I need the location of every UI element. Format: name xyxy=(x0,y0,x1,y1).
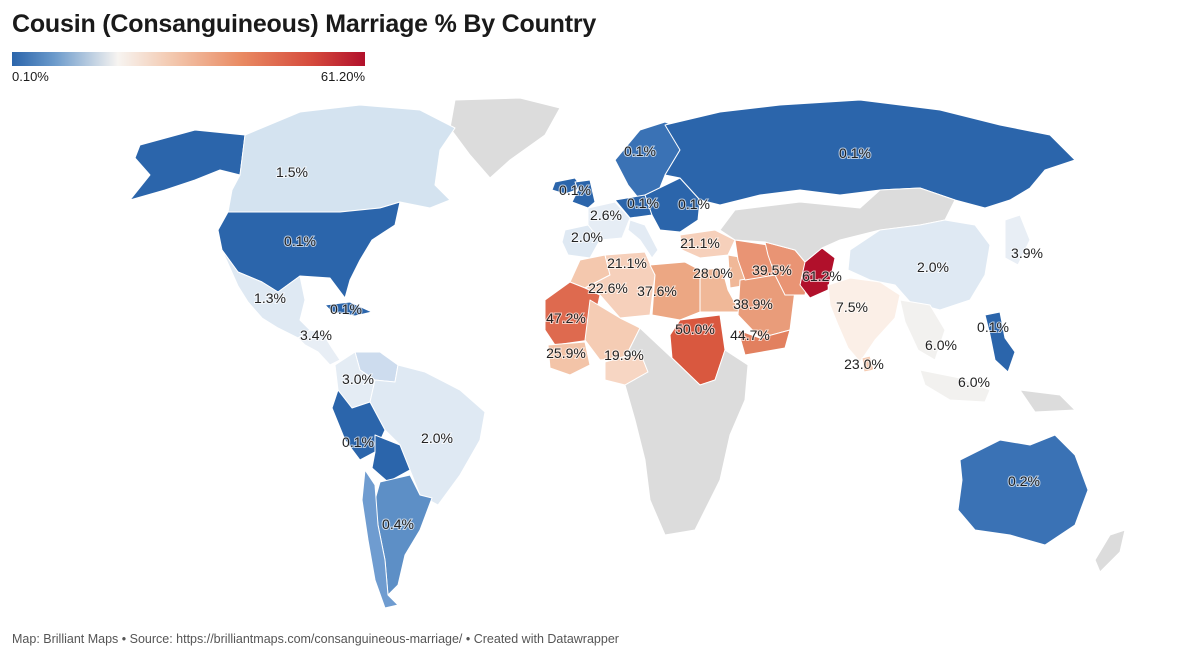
value-label-japan: 3.9% xyxy=(1011,245,1043,261)
value-label-russia: 0.1% xyxy=(839,145,871,161)
legend-gradient-bar xyxy=(12,52,365,66)
region-japan xyxy=(1004,214,1031,266)
value-label-cuba: 0.1% xyxy=(330,301,362,317)
region-philippines xyxy=(984,311,1016,373)
region-australia xyxy=(957,434,1089,546)
value-label-philippines: 0.1% xyxy=(977,319,1009,335)
region-canada xyxy=(227,104,456,213)
region-libya xyxy=(649,261,701,321)
region-new-guinea xyxy=(1019,389,1076,413)
region-brazil xyxy=(369,364,486,506)
region-guinea xyxy=(547,341,591,376)
region-italy xyxy=(627,219,659,259)
region-china xyxy=(847,219,991,311)
value-label-algeria: 21.1% xyxy=(607,255,647,271)
value-label-eastern-europe: 0.1% xyxy=(678,196,710,212)
value-label-united-states: 0.1% xyxy=(284,233,316,249)
value-label-nigeria: 19.9% xyxy=(604,347,644,363)
region-mexico xyxy=(221,249,311,339)
value-label-france: 2.6% xyxy=(590,207,622,223)
value-label-yemen: 44.7% xyxy=(730,327,770,343)
legend-max-label: 61.20% xyxy=(320,69,365,84)
value-label-sri-lanka: 23.0% xyxy=(844,356,884,372)
region-thailand xyxy=(899,299,946,361)
color-legend: 0.10% 61.20% xyxy=(12,52,365,84)
value-label-china: 2.0% xyxy=(917,259,949,275)
value-label-germany: 0.1% xyxy=(627,195,659,211)
region-iraq xyxy=(734,239,776,281)
world-map: 1.5% 0.1% 1.3% 0.1% 3.4% 3.0% 2.0% 0.1% 0.4% 0.1%… xyxy=(129,97,1126,609)
value-label-australia: 0.2% xyxy=(1008,473,1040,489)
region-chile xyxy=(361,469,399,609)
value-label-mali: 22.6% xyxy=(588,280,628,296)
region-egypt xyxy=(699,267,741,313)
value-label-india: 7.5% xyxy=(836,299,868,315)
region-rest-of-africa xyxy=(624,327,749,536)
value-label-mexico: 1.3% xyxy=(254,290,286,306)
value-label-pakistan: 61.2% xyxy=(802,268,842,284)
value-label-colombia: 3.0% xyxy=(342,371,374,387)
region-malaysia xyxy=(919,369,991,403)
value-label-libya: 37.6% xyxy=(637,283,677,299)
region-cuba xyxy=(324,301,373,317)
region-sri-lanka xyxy=(861,355,875,373)
value-label-spain: 2.0% xyxy=(571,229,603,245)
value-label-saudi-arabia: 38.9% xyxy=(733,296,773,312)
value-label-israel: 28.0% xyxy=(693,265,733,281)
value-label-argentina: 0.4% xyxy=(382,516,414,532)
region-greenland xyxy=(449,97,561,179)
value-label-turkey: 21.1% xyxy=(680,235,720,251)
value-label-mauritania: 47.2% xyxy=(546,310,586,326)
value-label-thailand: 6.0% xyxy=(925,337,957,353)
region-alaska xyxy=(129,129,246,201)
map-title: Cousin (Consanguineous) Marriage % By Co… xyxy=(12,10,597,38)
value-label-canada: 1.5% xyxy=(276,164,308,180)
value-label-united-kingdom: 0.1% xyxy=(559,182,591,198)
region-india xyxy=(827,277,901,363)
value-label-guinea: 25.9% xyxy=(546,345,586,361)
source-footer: Map: Brilliant Maps • Source: https://br… xyxy=(12,632,619,646)
legend-min-label: 0.10% xyxy=(12,69,49,84)
value-label-malaysia: 6.0% xyxy=(958,374,990,390)
value-label-sudan: 50.0% xyxy=(675,321,715,337)
value-label-peru: 0.1% xyxy=(342,434,374,450)
region-central-america xyxy=(297,329,341,366)
region-new-zealand xyxy=(1094,529,1126,573)
value-label-scandinavia: 0.1% xyxy=(624,143,656,159)
region-yemen xyxy=(737,329,791,356)
value-label-iran: 39.5% xyxy=(752,262,792,278)
value-label-brazil: 2.0% xyxy=(421,430,453,446)
region-russia xyxy=(664,99,1076,209)
value-label-central-america: 3.4% xyxy=(300,327,332,343)
